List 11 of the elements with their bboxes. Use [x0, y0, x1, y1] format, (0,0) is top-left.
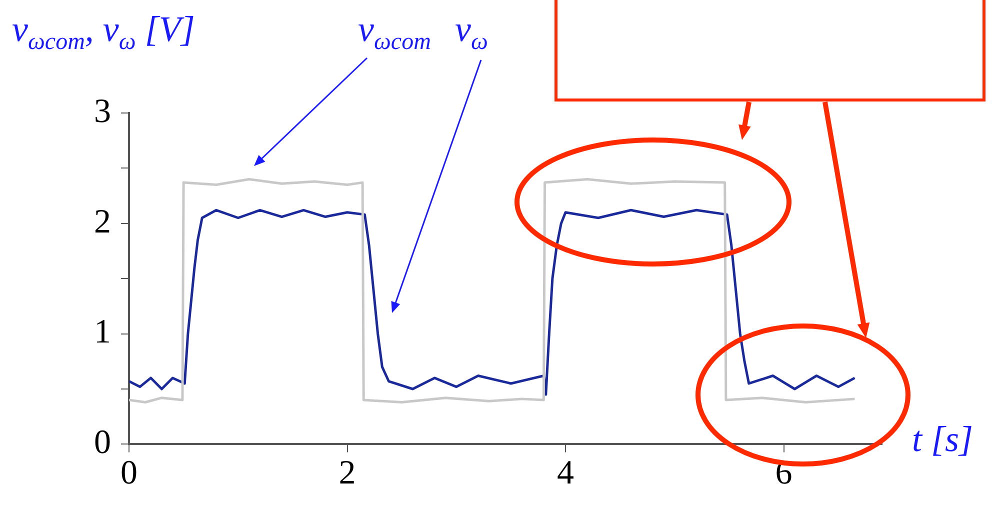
- y-tick-label: 0: [94, 424, 111, 462]
- text: v$_{ωcom}$: [358, 8, 431, 56]
- y-tick-label: 3: [94, 92, 111, 130]
- x-tick-label: 2: [338, 454, 356, 492]
- y-axis-title: v$_{ωcom}$, v$_{ω}$ [V]: [12, 8, 195, 56]
- x-tick-label: 0: [120, 454, 138, 492]
- y-tick-label: 1: [94, 314, 111, 351]
- x-axis-title: t [s]: [912, 418, 974, 460]
- y-tick-label: 2: [94, 203, 111, 240]
- text: v$_{ω}$: [455, 8, 488, 56]
- x-tick-label: 4: [557, 454, 574, 492]
